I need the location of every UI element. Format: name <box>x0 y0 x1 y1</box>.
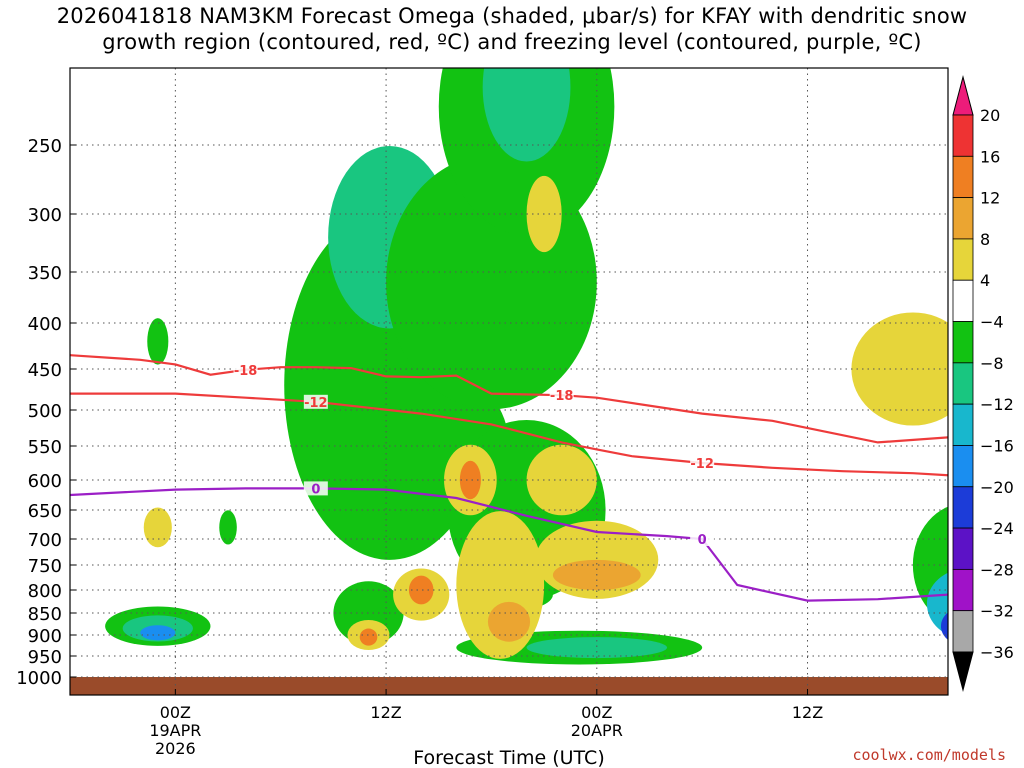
y-tick-label: 800 <box>28 581 62 602</box>
colorbar-segment <box>952 238 974 281</box>
omega-blob <box>459 460 481 500</box>
omega-blob <box>940 612 948 640</box>
colorbar-segment <box>952 114 974 157</box>
omega-blob <box>140 625 176 641</box>
contour-label: -18 <box>550 389 574 404</box>
colorbar-segment <box>952 445 974 488</box>
omega-blob <box>219 510 237 545</box>
y-tick-label: 950 <box>28 647 62 668</box>
colorbar-label: 16 <box>980 147 1000 166</box>
colorbar-label: −16 <box>980 436 1014 455</box>
colorbar-segment <box>952 197 974 240</box>
colorbar-label: 12 <box>980 189 1000 208</box>
colorbar-label: −4 <box>980 313 1004 332</box>
plot-frame <box>69 67 949 696</box>
contour-line--12 <box>70 392 948 477</box>
terrain-fill <box>70 677 948 695</box>
colorbar-segment <box>952 486 974 529</box>
colorbar-segment <box>952 155 974 199</box>
colorbar-top-arrow <box>952 75 974 116</box>
y-tick-label: 1000 <box>16 668 62 689</box>
omega-blob <box>487 601 531 642</box>
x-tick-label: 12Z <box>792 703 823 722</box>
colorbar-segment <box>952 279 974 322</box>
y-tick-label: 650 <box>28 501 62 522</box>
y-tick-label: 400 <box>28 314 62 335</box>
colorbar-label: −8 <box>980 354 1004 373</box>
x-tick-sublabel: 19APR <box>149 721 201 740</box>
y-axis: 2503003504004505005506006507007508008509… <box>16 136 76 689</box>
contour-label-bg <box>549 388 574 403</box>
omega-blob <box>147 318 169 365</box>
colorbar-segment <box>952 362 974 405</box>
omega-blob <box>851 312 948 426</box>
x-tick-sublabel: 2026 <box>155 739 196 758</box>
y-tick-label: 850 <box>28 604 62 625</box>
x-tick-sublabel: 20APR <box>571 721 623 740</box>
contour-label-bg <box>690 456 715 470</box>
omega-blob <box>143 507 172 548</box>
colorbar-segment <box>952 568 974 612</box>
colorbar-segment <box>952 321 974 364</box>
credit-text: coolwx.com/models <box>852 746 1006 764</box>
contour-label-bg <box>303 481 328 496</box>
contours <box>70 354 948 602</box>
y-tick-label: 300 <box>28 205 62 226</box>
contour-label-bg <box>233 362 258 377</box>
x-tick-label: 00Z <box>581 703 612 722</box>
contour-label: -18 <box>234 364 258 379</box>
contour-label-bg <box>690 532 715 546</box>
colorbar-segment <box>952 403 974 446</box>
x-tick-label: 12Z <box>370 703 401 722</box>
colorbar-bottom-arrow <box>952 651 974 692</box>
colorbar-label: −28 <box>980 560 1014 579</box>
contour-label: -12 <box>690 457 714 472</box>
omega-blob <box>526 637 668 659</box>
x-tick-label: 00Z <box>160 703 191 722</box>
x-axis-label: Forecast Time (UTC) <box>413 747 604 768</box>
omega-blob <box>408 575 434 605</box>
y-tick-label: 900 <box>28 626 62 647</box>
colorbar-label: −24 <box>980 519 1014 538</box>
contour-labels: -18 -18 -12 -12 0 0 <box>233 362 715 548</box>
colorbar-label: 4 <box>980 271 990 290</box>
colorbar-segment <box>952 610 974 653</box>
y-tick-label: 550 <box>28 437 62 458</box>
colorbar-label: −32 <box>980 602 1014 621</box>
contour-line--18 <box>70 354 948 444</box>
omega-blob <box>359 628 378 646</box>
y-tick-label: 350 <box>28 263 62 284</box>
contour-label-bg <box>303 394 328 409</box>
colorbar: 20 16 12 8 4 −4 −8 −12 −16 −20 −24 −28 −32 −36 <box>952 75 1014 692</box>
y-tick-label: 450 <box>28 360 62 381</box>
omega-blob <box>482 68 571 162</box>
y-tick-label: 700 <box>28 530 62 551</box>
y-tick-label: 600 <box>28 471 62 492</box>
contour-label: 0 <box>311 482 320 497</box>
grid <box>70 68 948 695</box>
colorbar-segment <box>952 527 974 570</box>
y-tick-label: 750 <box>28 556 62 577</box>
contour-line-0 <box>70 487 948 602</box>
y-tick-label: 250 <box>28 136 62 157</box>
colorbar-label: 20 <box>980 106 1000 125</box>
colorbar-label: −20 <box>980 478 1014 497</box>
y-tick-label: 500 <box>28 401 62 422</box>
chart-title-line2: growth region (contoured, red, ºC) and f… <box>102 30 922 54</box>
colorbar-label: −12 <box>980 395 1014 414</box>
contour-label: -12 <box>304 396 328 411</box>
colorbar-label: −36 <box>980 643 1014 662</box>
omega-shading <box>105 68 948 665</box>
omega-blob <box>526 444 597 516</box>
terrain-band <box>70 677 948 695</box>
contour-label: 0 <box>698 533 707 548</box>
chart-title-line1: 2026041818 NAM3KM Forecast Omega (shaded… <box>56 4 968 28</box>
colorbar-label: 8 <box>980 230 990 249</box>
